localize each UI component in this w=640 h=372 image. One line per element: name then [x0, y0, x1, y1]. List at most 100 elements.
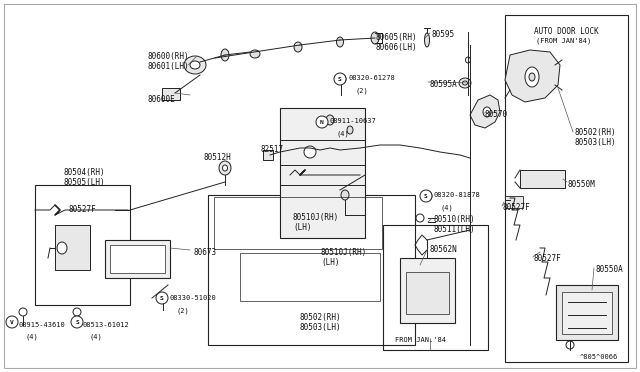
Bar [280, 108, 365, 238]
Circle shape [334, 73, 346, 85]
Ellipse shape [250, 50, 260, 58]
Bar [105, 240, 170, 278]
Text: 80502(RH): 80502(RH) [575, 128, 616, 137]
Text: (4): (4) [25, 334, 38, 340]
Ellipse shape [424, 193, 429, 199]
Text: S: S [424, 193, 428, 199]
Ellipse shape [339, 77, 344, 81]
Ellipse shape [463, 81, 467, 85]
Bar [110, 245, 165, 273]
Bar [208, 195, 415, 345]
Ellipse shape [304, 146, 316, 158]
Bar [55, 225, 90, 270]
Bar [505, 196, 523, 208]
Text: 80550M: 80550M [568, 180, 596, 189]
Bar [520, 170, 565, 188]
Bar [505, 15, 628, 362]
Circle shape [156, 292, 168, 304]
Bar [214, 197, 382, 249]
Text: 80511(LH): 80511(LH) [434, 225, 476, 234]
Text: 82517: 82517 [261, 145, 284, 154]
Text: 80527F: 80527F [534, 254, 562, 263]
Bar [400, 258, 455, 323]
Text: 80606(LH): 80606(LH) [376, 43, 418, 52]
Ellipse shape [19, 308, 27, 316]
Bar [162, 88, 180, 100]
Ellipse shape [318, 118, 328, 128]
Text: S: S [75, 320, 79, 324]
Text: 80505(LH): 80505(LH) [63, 178, 104, 187]
Text: ^805^0066: ^805^0066 [580, 354, 618, 360]
Text: 80502(RH): 80502(RH) [300, 313, 342, 322]
Text: 80605(RH): 80605(RH) [376, 33, 418, 42]
Text: 80510J(RH): 80510J(RH) [293, 213, 339, 222]
Circle shape [316, 116, 328, 128]
Ellipse shape [223, 165, 227, 171]
Circle shape [6, 316, 18, 328]
Text: 80503(LH): 80503(LH) [575, 138, 616, 147]
Circle shape [71, 316, 83, 328]
Text: (LH): (LH) [321, 258, 339, 267]
Text: 80527F: 80527F [503, 203, 531, 212]
Ellipse shape [294, 42, 302, 52]
Ellipse shape [566, 341, 574, 349]
Ellipse shape [371, 32, 379, 44]
Text: AUTO DOOR LOCK: AUTO DOOR LOCK [534, 27, 599, 36]
Text: 08915-43610: 08915-43610 [18, 322, 65, 328]
Text: 80595A: 80595A [430, 80, 458, 89]
Circle shape [420, 190, 432, 202]
Ellipse shape [337, 37, 344, 47]
Text: 80673: 80673 [193, 248, 216, 257]
Ellipse shape [424, 33, 429, 47]
Bar [35, 185, 130, 305]
Text: 08330-51020: 08330-51020 [170, 295, 217, 301]
Text: FROM JAN.'84: FROM JAN.'84 [395, 337, 446, 343]
Ellipse shape [459, 78, 471, 88]
Text: V: V [10, 320, 14, 324]
Text: 80504(RH): 80504(RH) [63, 168, 104, 177]
Text: 80527F: 80527F [68, 205, 96, 214]
Text: 80562N: 80562N [430, 245, 458, 254]
Ellipse shape [422, 191, 432, 201]
Bar [562, 292, 612, 334]
Ellipse shape [529, 73, 535, 81]
Text: (4): (4) [89, 334, 102, 340]
Text: 80550A: 80550A [596, 265, 624, 274]
Text: 08911-10637: 08911-10637 [330, 118, 377, 124]
Polygon shape [505, 50, 560, 102]
Bar [556, 285, 618, 340]
Text: (FROM JAN'84): (FROM JAN'84) [536, 37, 591, 44]
Ellipse shape [321, 121, 326, 125]
Text: 08320-61278: 08320-61278 [349, 75, 396, 81]
Ellipse shape [341, 190, 349, 200]
Text: (2): (2) [177, 307, 189, 314]
Text: 80510(RH): 80510(RH) [434, 215, 476, 224]
Text: S: S [338, 77, 342, 81]
Bar [383, 225, 488, 350]
Ellipse shape [416, 214, 424, 222]
Text: 80503(LH): 80503(LH) [300, 323, 342, 332]
Text: 80570: 80570 [485, 110, 508, 119]
Bar [263, 150, 273, 160]
Text: (4): (4) [441, 204, 454, 211]
Bar [240, 253, 380, 301]
Bar [406, 272, 449, 314]
Text: S: S [160, 295, 164, 301]
Text: (LH): (LH) [293, 223, 312, 232]
Text: 80601(LH): 80601(LH) [148, 62, 189, 71]
Ellipse shape [525, 67, 539, 87]
Text: (2): (2) [356, 87, 369, 93]
Text: N: N [320, 119, 324, 125]
Text: (4): (4) [337, 130, 349, 137]
Text: 80512H: 80512H [203, 153, 231, 162]
Ellipse shape [219, 161, 231, 175]
Ellipse shape [190, 61, 200, 69]
Ellipse shape [159, 294, 167, 302]
Ellipse shape [326, 115, 334, 125]
Ellipse shape [336, 74, 346, 84]
Polygon shape [470, 95, 500, 128]
Ellipse shape [73, 308, 81, 316]
Text: 08320-81878: 08320-81878 [434, 192, 481, 198]
Ellipse shape [57, 242, 67, 254]
Text: 80600(RH): 80600(RH) [148, 52, 189, 61]
